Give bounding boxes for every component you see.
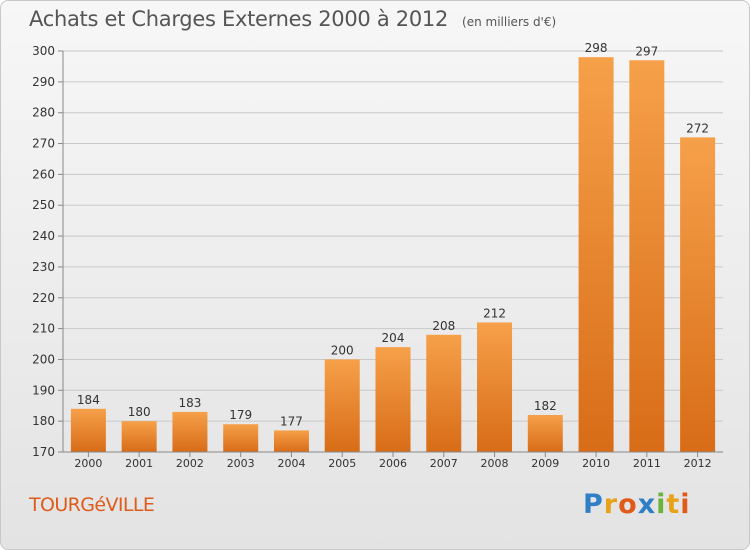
data-label: 180	[128, 405, 151, 419]
chart-title: Achats et Charges Externes 2000 à 2012 (e…	[29, 7, 556, 31]
data-label: 177	[280, 414, 303, 428]
data-label: 298	[585, 41, 608, 55]
x-tick-label: 2003	[227, 457, 255, 470]
x-tick-label: 2005	[328, 457, 356, 470]
logo-letter: o	[618, 489, 638, 520]
x-tick-label: 2006	[379, 457, 407, 470]
y-tick-label: 260	[32, 167, 55, 181]
data-label: 297	[635, 44, 658, 58]
location-label: TOURGéVILLE	[29, 494, 155, 516]
y-tick-label: 280	[32, 106, 55, 120]
logo-letter: i	[656, 489, 667, 520]
bar	[426, 334, 462, 452]
y-tick-label: 200	[32, 352, 55, 366]
y-tick-label: 220	[32, 291, 55, 305]
data-label: 200	[331, 343, 354, 357]
data-label: 272	[686, 121, 709, 135]
bar	[223, 424, 259, 452]
data-label: 208	[432, 319, 455, 333]
x-tick-label: 2008	[481, 457, 509, 470]
data-label: 204	[382, 331, 405, 345]
bar	[273, 430, 309, 452]
x-tick-label: 2004	[277, 457, 305, 470]
x-tick-label: 2012	[684, 457, 712, 470]
proxiti-logo: Proxiti	[583, 489, 691, 520]
bar	[578, 57, 614, 453]
logo-letter: P	[583, 489, 604, 520]
bars: 184 180 183 179 177 200 204 208 212 182 298 297 272	[70, 41, 716, 453]
x-tick-label: 2009	[531, 457, 559, 470]
y-tick-label: 190	[32, 383, 55, 397]
data-label: 184	[77, 393, 100, 407]
x-axis: 2000 2001 2002 2003 2004 2005 2006 2007 2008 2009…	[63, 451, 723, 470]
x-tick-label: 2007	[430, 457, 458, 470]
bar	[680, 137, 716, 452]
logo-letter: i	[680, 489, 691, 520]
y-tick-label: 170	[32, 445, 55, 459]
y-tick-label: 250	[32, 198, 55, 212]
bar	[375, 347, 411, 452]
data-label: 212	[483, 306, 506, 320]
x-tick-label: 2001	[125, 457, 153, 470]
y-tick-label: 300	[32, 44, 55, 58]
logo-letter: t	[666, 489, 681, 520]
y-tick-label: 210	[32, 322, 55, 336]
y-tick-label: 230	[32, 260, 55, 274]
x-tick-label: 2002	[176, 457, 204, 470]
logo-letter: r	[603, 489, 619, 520]
bar	[172, 411, 208, 452]
y-tick-label: 240	[32, 229, 55, 243]
data-label: 179	[229, 408, 252, 422]
bar	[324, 359, 360, 452]
chart-subtitle: (en milliers d'€)	[462, 15, 557, 29]
y-tick-label: 180	[32, 414, 55, 428]
y-axis: 170 180 190 200 210 220 230 240 250 260 270 280 290 3…	[32, 44, 64, 459]
y-tick-label: 270	[32, 137, 55, 151]
bar	[121, 421, 157, 452]
y-tick-label: 290	[32, 75, 55, 89]
bar	[629, 60, 665, 452]
x-tick-label: 2010	[582, 457, 610, 470]
bar	[70, 408, 106, 452]
data-label: 182	[534, 399, 557, 413]
data-label: 183	[178, 396, 201, 410]
chart-title-text: Achats et Charges Externes 2000 à 2012	[29, 7, 449, 31]
x-tick-label: 2000	[74, 457, 102, 470]
bar	[477, 322, 513, 452]
bar	[527, 414, 563, 452]
x-tick-label: 2011	[633, 457, 661, 470]
logo-letter: x	[637, 489, 657, 520]
